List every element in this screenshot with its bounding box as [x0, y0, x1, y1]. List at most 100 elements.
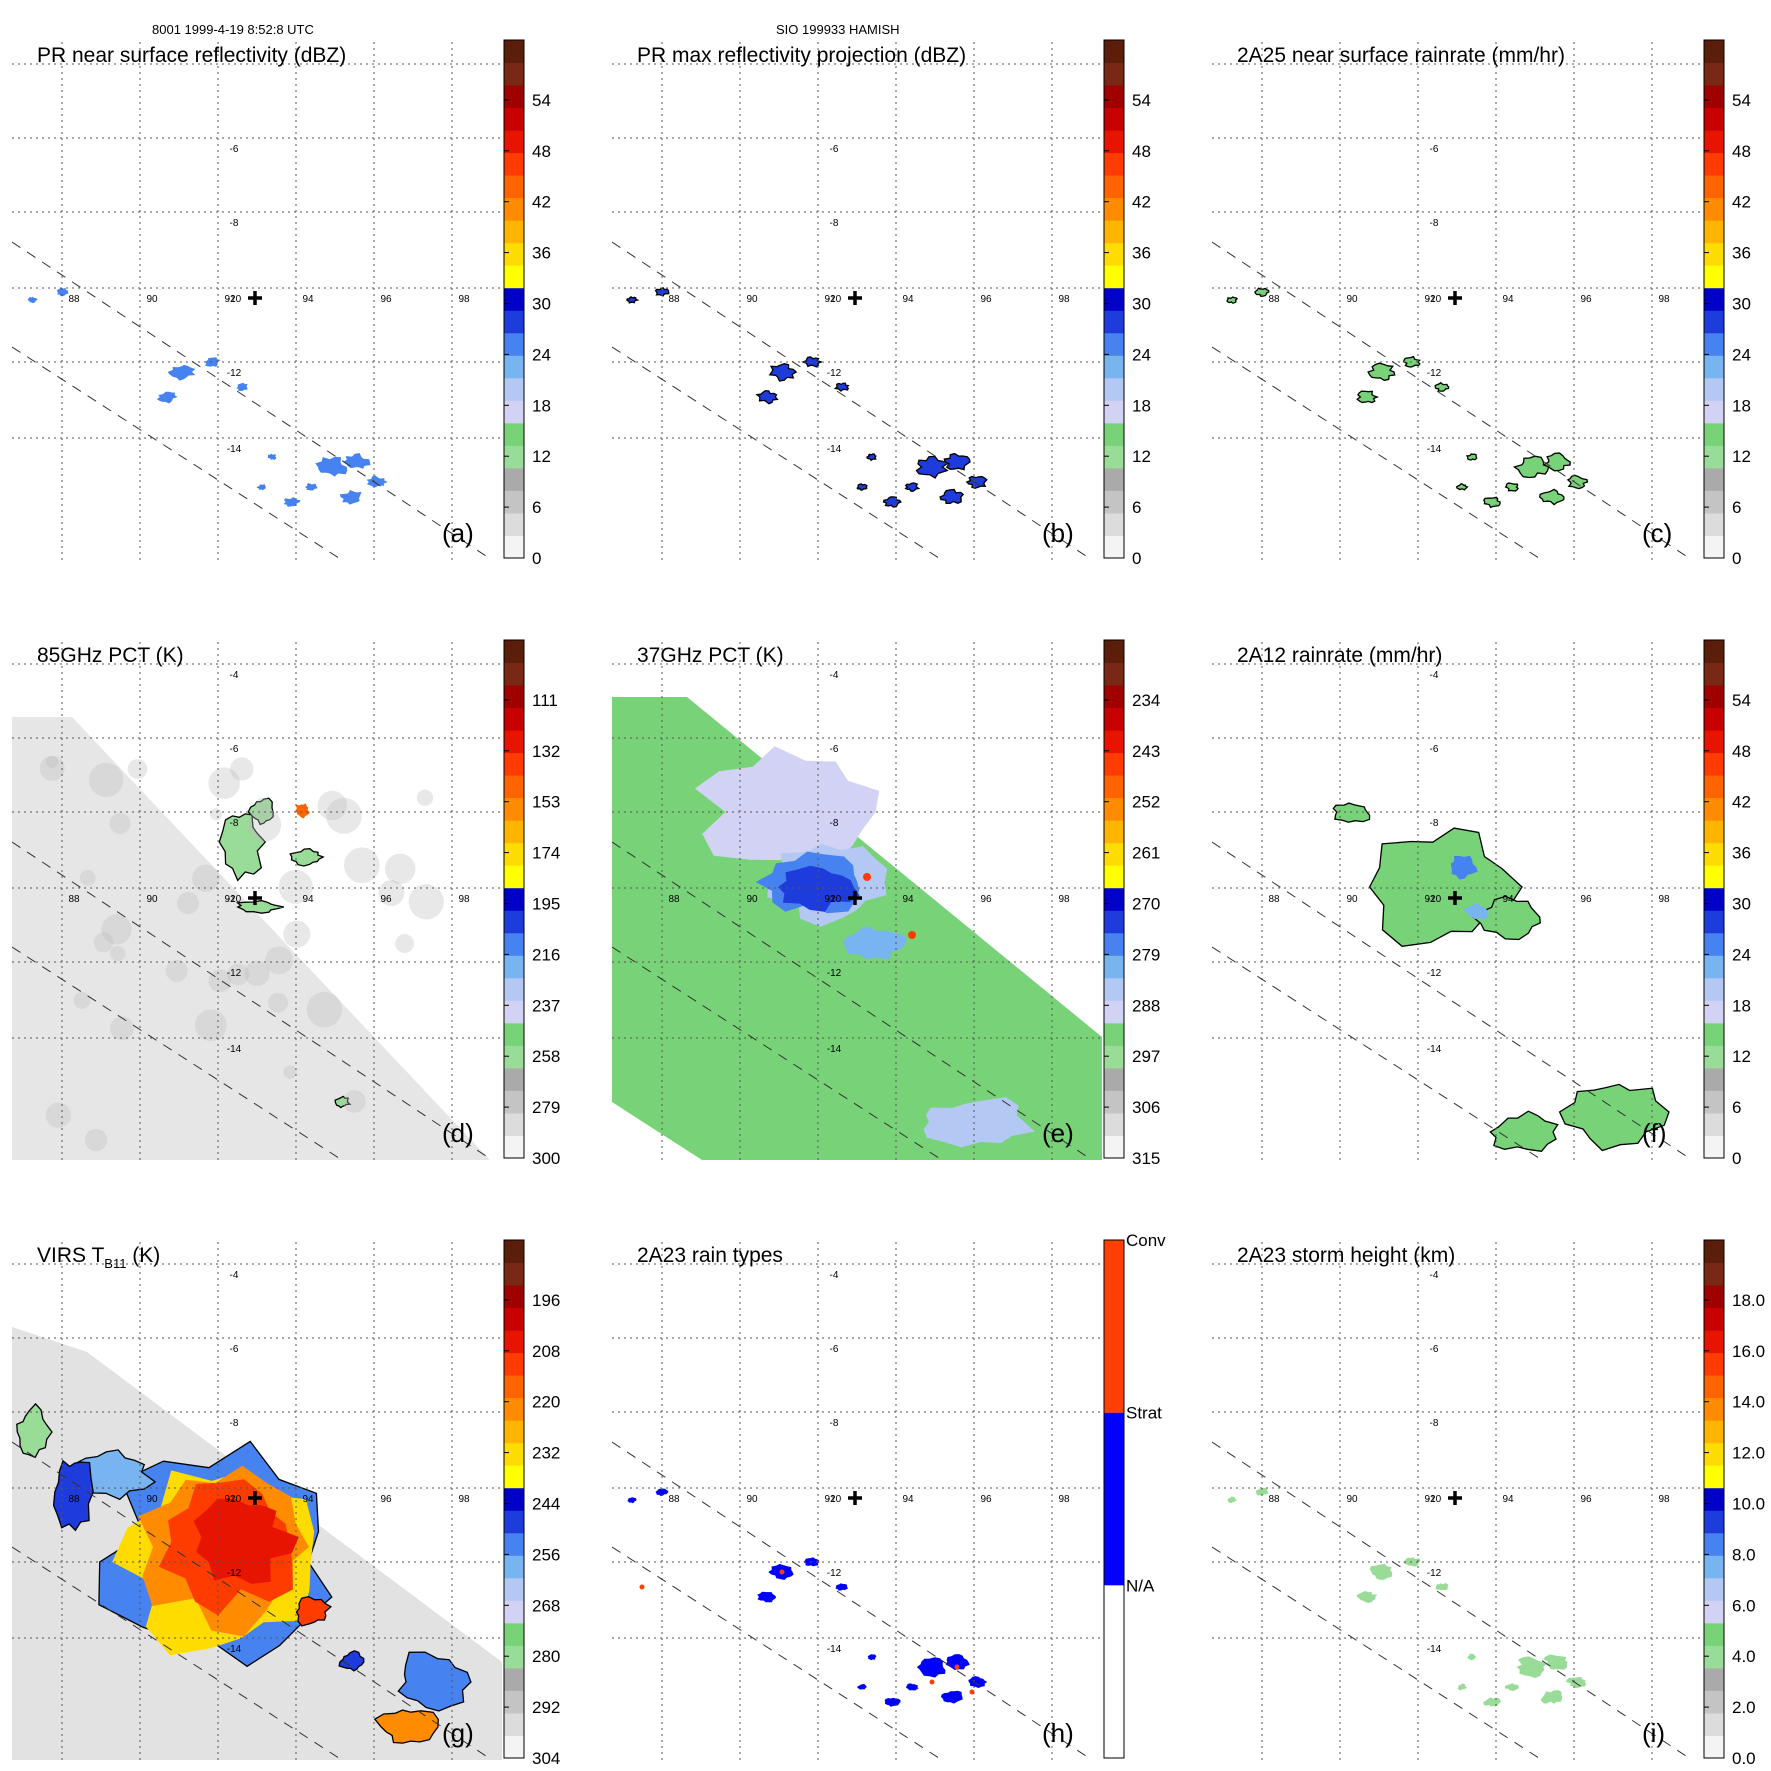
colorbar-segment [1704, 1577, 1724, 1601]
colorbar-segment [1704, 977, 1724, 1001]
pct85-blob [295, 803, 310, 819]
lon-label: 98 [458, 1494, 470, 1505]
colorbar-segment [504, 377, 524, 401]
colorbar-e: 315 306 297 288 279 270 261 252 243 234 [1103, 639, 1160, 1168]
colorbar-segment [504, 1000, 524, 1024]
colorbar-segment [1704, 62, 1724, 86]
colorbar-segment [504, 865, 524, 889]
colorbar-segment [1104, 422, 1124, 446]
lat-label: -14 [227, 1644, 242, 1655]
colorbar-tick-label: 24 [1732, 945, 1751, 964]
colorbar-segment [504, 1067, 524, 1091]
colorbar-segment [1704, 332, 1724, 356]
lon-label: 88 [68, 894, 80, 905]
lat-label: -12 [227, 368, 242, 379]
lat-label: -12 [827, 968, 842, 979]
storm-center-marker [1448, 891, 1462, 905]
storm-center-marker [848, 1491, 862, 1505]
panel-letter: (i) [1642, 1718, 1665, 1748]
pr-echo [1255, 1487, 1269, 1496]
virs-band [338, 1650, 365, 1672]
colorbar-tick-label: 220 [532, 1393, 560, 1412]
colorbar-tick-label: 306 [1132, 1098, 1160, 1117]
colorbar-tick-label: 42 [532, 193, 551, 212]
pr-echo [1226, 296, 1239, 304]
lon-label: 92 [224, 1494, 236, 1505]
panel-letter: (e) [1042, 1118, 1074, 1148]
colorbar-segment [504, 85, 524, 109]
lon-label: 94 [302, 1494, 314, 1505]
raintype-conv-pixel [779, 1569, 785, 1575]
panel-f-map [1212, 642, 1702, 1160]
colorbar-segment [1704, 1022, 1724, 1046]
pr-echo [882, 496, 902, 508]
colorbar-segment [1704, 1112, 1724, 1136]
pr-echo [1434, 381, 1450, 392]
colorbar-segment [504, 1307, 524, 1331]
colorbar-segment [1104, 287, 1124, 311]
colorbar-segment [1704, 1465, 1724, 1489]
colorbar-segment [1104, 685, 1124, 709]
pct85-cloud-texture [73, 992, 91, 1009]
pr-echo [1483, 496, 1501, 509]
lat-label: -4 [830, 1270, 839, 1281]
colorbar-segment [1104, 1112, 1124, 1136]
panel-letter: (g) [442, 1718, 474, 1748]
colorbar-segment [504, 242, 524, 266]
panel-letter: (b) [1042, 518, 1074, 548]
colorbar-tick-label: 292 [532, 1698, 560, 1717]
pr-echo [56, 287, 69, 297]
orbit-time-label: 8001 1999-4-19 8:52:8 UTC [152, 22, 314, 37]
lat-label: -14 [227, 444, 242, 455]
colorbar-segment [1704, 1045, 1724, 1069]
pct85-cloud-texture [89, 762, 124, 798]
pct85-blob [289, 848, 325, 867]
colorbar-segment [504, 1735, 524, 1759]
colorbar-tick-label: 54 [1732, 691, 1751, 710]
pr-echo [654, 287, 670, 297]
colorbar-segment [504, 842, 524, 866]
colorbar-tick-label: 18 [532, 396, 551, 415]
pr-echo [801, 356, 824, 368]
pr-echo [256, 484, 267, 491]
colorbar-segment [1704, 1262, 1724, 1286]
colorbar-tick-label: 42 [1732, 793, 1751, 812]
colorbar-segment [1104, 445, 1124, 469]
colorbar-segment [504, 932, 524, 956]
pr-echo [156, 391, 178, 404]
panel-f: 88 90 92 94 96 98 -4 -6 -8 -10 -12 -14 2A12 rainrate… [1212, 639, 1751, 1168]
colorbar-tick-label: 54 [1132, 91, 1151, 110]
colorbar-segment [1104, 152, 1124, 176]
colorbar-tick-label: 270 [1132, 895, 1160, 914]
colorbar-segment [1104, 220, 1124, 244]
pr-swath-edge [12, 1441, 493, 1760]
colorbar-tick-label: 6 [1732, 1098, 1741, 1117]
lon-label: 96 [380, 894, 392, 905]
colorbar-frame [1703, 39, 1725, 559]
panel-title: 85GHz PCT (K) [37, 644, 184, 667]
colorbar-tick-label: 2.0 [1732, 1698, 1756, 1717]
pct85-cloud-texture [344, 847, 380, 884]
pr-echo [757, 1591, 777, 1603]
lat-label: -10 [827, 894, 842, 905]
pr-echo [342, 453, 371, 469]
colorbar-tick-label: 30 [532, 295, 551, 314]
pct85-cloud-texture [208, 767, 240, 799]
colorbar-tick-label: 16.0 [1732, 1342, 1765, 1361]
pr-swath-edge [612, 346, 943, 560]
colorbar-segment [1104, 310, 1124, 334]
pr-echo [905, 1683, 919, 1691]
colorbar-segment [1104, 865, 1124, 889]
panel-title: PR near surface reflectivity (dBZ) [37, 44, 346, 67]
colorbar-segment [1704, 107, 1724, 131]
pr-echo [867, 1654, 877, 1661]
colorbar-segment [1704, 1690, 1724, 1714]
colorbar-segment [1104, 242, 1124, 266]
panel-title: 2A23 rain types [637, 1244, 783, 1267]
pr-echo [768, 363, 798, 382]
panel-b-map [612, 42, 1102, 560]
pct85-cloud-texture [110, 1016, 134, 1041]
colorbar-segment [504, 887, 524, 911]
pct85-cloud-texture [208, 969, 232, 993]
lat-label: -14 [1427, 444, 1442, 455]
